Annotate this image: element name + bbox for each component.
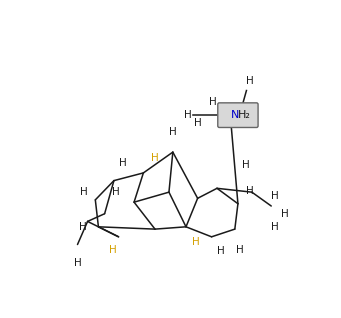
Text: H: H [236,245,244,254]
Text: H: H [194,118,202,128]
Text: H: H [119,158,126,168]
Text: H: H [113,187,120,197]
Text: H: H [246,186,253,196]
Text: H: H [80,187,88,197]
FancyBboxPatch shape [218,103,258,128]
Text: H: H [281,209,289,219]
Text: H: H [209,97,217,107]
Text: H: H [184,110,191,120]
Text: H: H [74,258,81,268]
Text: H: H [79,222,87,232]
Text: H: H [271,222,279,232]
Text: H: H [217,246,225,256]
Text: H: H [271,191,279,201]
Text: H: H [192,237,200,247]
Text: N: N [231,110,239,120]
Text: H: H [151,153,159,163]
Text: H: H [108,245,116,254]
Text: H₂: H₂ [238,110,251,120]
Text: H: H [169,127,177,137]
Text: H: H [246,76,253,86]
Text: H: H [242,160,250,170]
